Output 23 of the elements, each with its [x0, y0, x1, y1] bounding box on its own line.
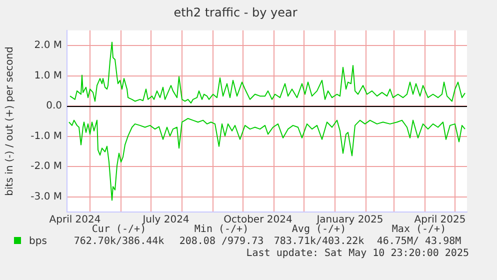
x-tick-label: April 2024 [49, 214, 101, 226]
text: Min (-/+) [193, 224, 250, 235]
text: 46.75M/ 43.98M [376, 236, 462, 247]
text: Last update: Sat May 10 23:20:00 2025 [245, 248, 469, 259]
y-tick-label: 1.0 M [34, 70, 62, 82]
y-axis-title: bits in (-) / out (+) per second [4, 46, 16, 196]
chart-title: eth2 traffic - by year [174, 5, 298, 20]
text: 208.08 /979.73 [178, 236, 265, 247]
x-tick-label: October 2024 [224, 214, 292, 226]
y-tick-label: 0.0 [46, 100, 62, 112]
text: 783.71k/403.22k [272, 236, 366, 247]
y-tick-label: -3.0 M [30, 191, 62, 202]
y-tick-label: -1.0 M [30, 130, 62, 142]
y-tick-label: 2.0 M [34, 40, 62, 52]
x-tick-label: January 2025 [316, 214, 384, 226]
text: 762.70k/386.44k [72, 236, 166, 247]
x-tick-label: July 2024 [142, 214, 190, 226]
text: Avg (-/+) [290, 224, 346, 235]
text: Cur (-/+) [90, 224, 146, 235]
text: Max (-/+) [390, 224, 448, 235]
y-tick-label: -2.0 M [30, 161, 62, 172]
x-tick-label: April 2025 [414, 214, 466, 226]
legend-label: bps [28, 236, 48, 247]
